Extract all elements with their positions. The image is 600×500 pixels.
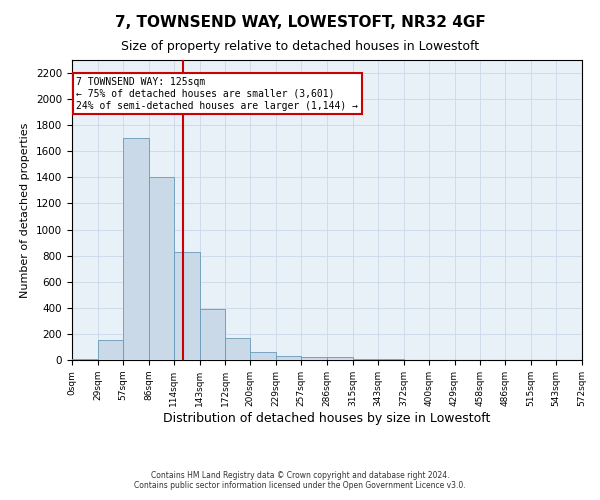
Bar	[301, 356, 327, 360]
Text: 7, TOWNSEND WAY, LOWESTOFT, NR32 4GF: 7, TOWNSEND WAY, LOWESTOFT, NR32 4GF	[115, 15, 485, 30]
Bar	[199, 309, 226, 360]
Y-axis label: Number of detached properties: Number of detached properties	[20, 122, 31, 298]
Bar	[327, 356, 353, 360]
Bar	[250, 352, 276, 360]
Text: Size of property relative to detached houses in Lowestoft: Size of property relative to detached ho…	[121, 40, 479, 53]
Bar	[98, 340, 123, 360]
X-axis label: Distribution of detached houses by size in Lowestoft: Distribution of detached houses by size …	[163, 412, 491, 424]
Bar	[226, 338, 250, 360]
Bar	[123, 138, 149, 360]
Bar	[353, 358, 378, 360]
Text: 7 TOWNSEND WAY: 125sqm
← 75% of detached houses are smaller (3,601)
24% of semi-: 7 TOWNSEND WAY: 125sqm ← 75% of detached…	[76, 78, 358, 110]
Text: Contains HM Land Registry data © Crown copyright and database right 2024.
Contai: Contains HM Land Registry data © Crown c…	[134, 470, 466, 490]
Bar	[173, 252, 199, 360]
Bar	[72, 358, 98, 360]
Bar	[149, 178, 173, 360]
Bar	[276, 356, 301, 360]
Bar	[378, 358, 404, 360]
